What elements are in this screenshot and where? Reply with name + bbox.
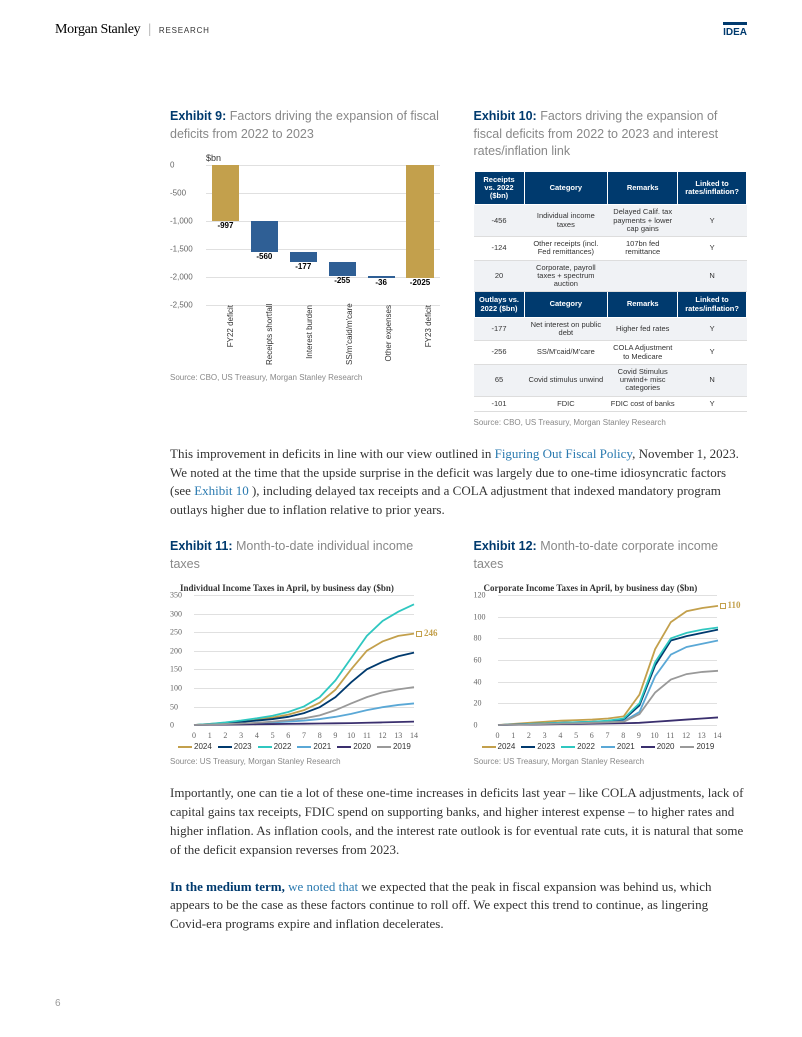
exhibit-9-title: Exhibit 9: Factors driving the expansion…	[170, 108, 444, 143]
exhibit-12-source: Source: US Treasury, Morgan Stanley Rese…	[474, 757, 748, 766]
bar	[329, 262, 356, 276]
exhibit-10-source: Source: CBO, US Treasury, Morgan Stanley…	[474, 418, 748, 427]
logo-primary: Morgan Stanley	[55, 22, 140, 38]
paragraph-1: This improvement in deficits in line wit…	[170, 445, 747, 520]
bar-y-title: $bn	[206, 153, 444, 163]
exhibit-9-source: Source: CBO, US Treasury, Morgan Stanley…	[170, 373, 444, 382]
bar	[251, 221, 278, 252]
chart-11-title: Individual Income Taxes in April, by bus…	[170, 583, 444, 593]
legend-11: 202420232022202120202019	[170, 742, 444, 751]
exhibit-11-title: Exhibit 11: Month-to-date individual inc…	[170, 538, 444, 573]
exhibit-11-source: Source: US Treasury, Morgan Stanley Rese…	[170, 757, 444, 766]
line-chart-12: 02040608010012001234567891011121314110	[474, 595, 748, 740]
bar-chart: -997-560-177-255-36-2025 0-500-1,000-1,5…	[170, 165, 444, 305]
bar	[290, 252, 317, 262]
logo-divider: |	[148, 22, 151, 38]
chart-12-title: Corporate Income Taxes in April, by busi…	[474, 583, 748, 593]
logo-secondary: RESEARCH	[159, 26, 210, 35]
bar	[406, 165, 433, 278]
link-fiscal-policy[interactable]: Figuring Out Fiscal Policy	[495, 446, 632, 461]
page-number: 6	[55, 998, 61, 1009]
link-exhibit-10[interactable]: Exhibit 10	[194, 483, 252, 498]
fiscal-table: Receipts vs. 2022 ($bn)CategoryRemarksLi…	[474, 171, 748, 412]
link-we-noted[interactable]: we noted that	[288, 879, 358, 894]
logo: Morgan Stanley | RESEARCH	[55, 22, 210, 38]
exhibit-10-title: Exhibit 10: Factors driving the expansio…	[474, 108, 748, 161]
paragraph-2: Importantly, one can tie a lot of these …	[170, 784, 747, 859]
bar	[212, 165, 239, 221]
page-header: Morgan Stanley | RESEARCH IDEA	[55, 22, 747, 38]
legend-12: 202420232022202120202019	[474, 742, 748, 751]
line-chart-11: 0501001502002503003500123456789101112131…	[170, 595, 444, 740]
paragraph-3: In the medium term, we noted that we exp…	[170, 878, 747, 935]
idea-icon: IDEA	[723, 22, 747, 38]
exhibit-12-title: Exhibit 12: Month-to-date corporate inco…	[474, 538, 748, 573]
